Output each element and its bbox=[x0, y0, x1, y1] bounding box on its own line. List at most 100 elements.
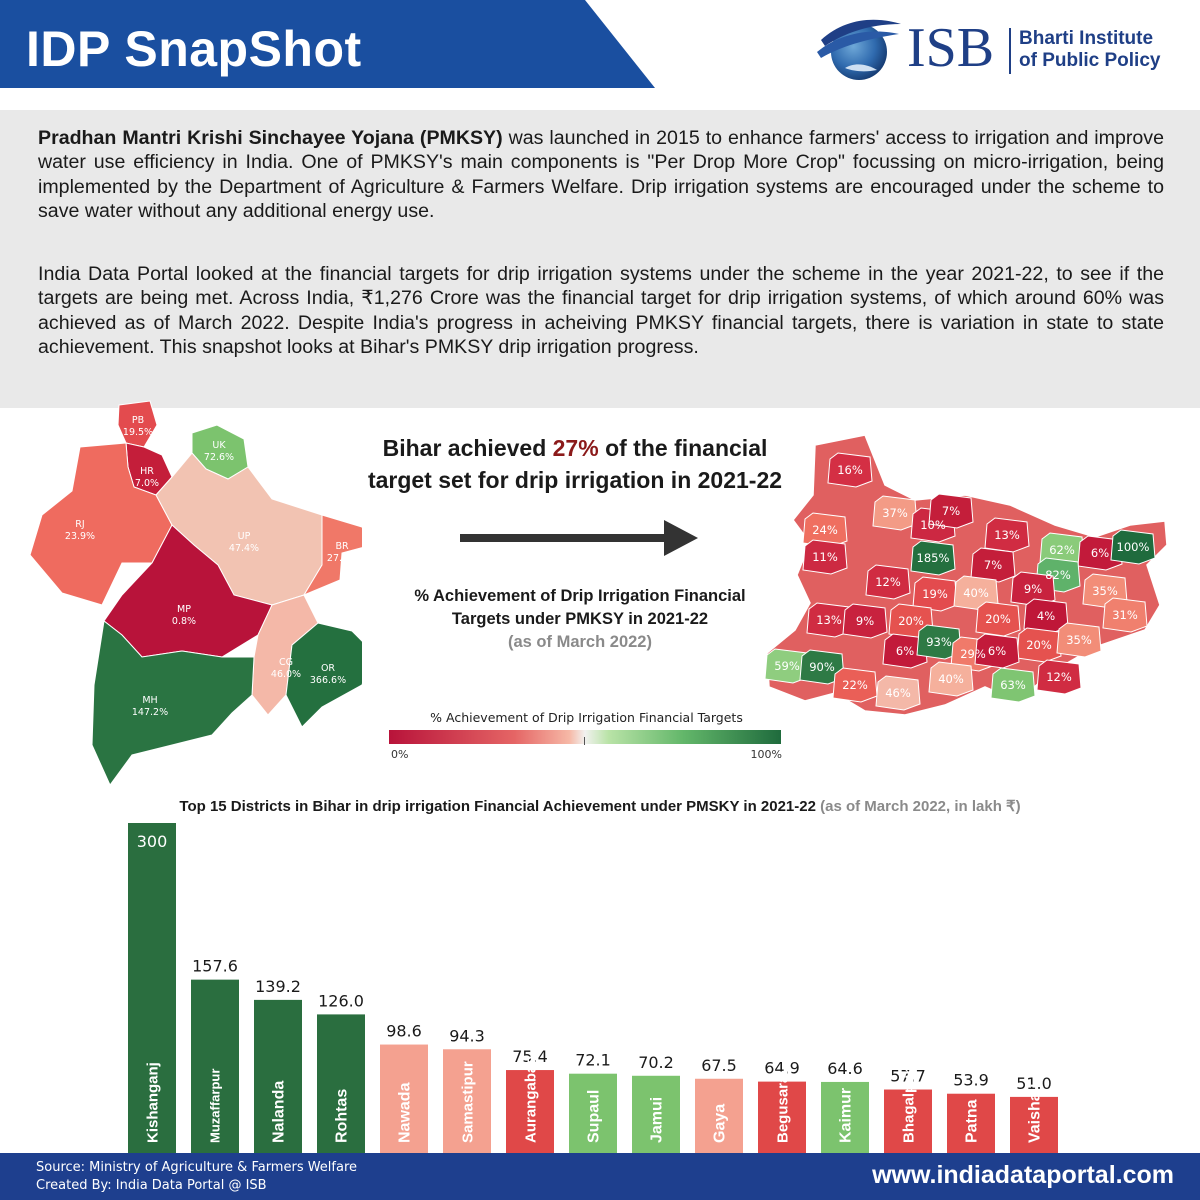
district-value-label: 93% bbox=[926, 635, 952, 649]
district-value-label: 40% bbox=[963, 586, 989, 600]
bar-category-label: Aurangabad bbox=[522, 1055, 539, 1143]
district-value-label: 59% bbox=[774, 659, 800, 673]
state-value-label: 0.8% bbox=[172, 616, 196, 627]
legend-mid-tick bbox=[584, 737, 585, 745]
state-value-label: 47.4% bbox=[229, 543, 259, 554]
bar-aurangabad bbox=[506, 1070, 554, 1153]
district-value-label: 22% bbox=[842, 678, 868, 692]
district-region bbox=[1056, 622, 1102, 658]
bar-value-label: 67.5 bbox=[701, 1056, 737, 1075]
intro-paragraph-2: India Data Portal looked at the financia… bbox=[38, 263, 1164, 359]
bar-category-label: Nawada bbox=[397, 1082, 414, 1143]
intro-panel: Pradhan Mantri Krishi Sinchayee Yojana (… bbox=[0, 110, 1200, 408]
header-banner bbox=[0, 0, 655, 88]
district-value-label: 9% bbox=[1024, 582, 1042, 596]
source-text: Source: Ministry of Agriculture & Farmer… bbox=[36, 1160, 358, 1175]
legend-title: % Achievement of Drip Irrigation Financi… bbox=[430, 710, 743, 725]
chart-title: Top 15 Districts in Bihar in drip irriga… bbox=[0, 797, 1200, 815]
bar-category-label: Supaul bbox=[586, 1090, 603, 1143]
district-value-label: 12% bbox=[1046, 670, 1072, 684]
state-code-label: UP bbox=[238, 531, 251, 542]
isb-globe-icon bbox=[817, 19, 901, 80]
state-mh bbox=[91, 620, 255, 785]
bar-value-label: 139.2 bbox=[255, 977, 301, 996]
website-link[interactable]: www.indiadataportal.com bbox=[872, 1161, 1174, 1189]
bar-category-label: Begusarai bbox=[774, 1070, 791, 1143]
state-or bbox=[285, 622, 362, 728]
district-value-label: 185% bbox=[917, 551, 950, 565]
bar-category-label: Nalanda bbox=[271, 1081, 288, 1143]
bar-gaya bbox=[695, 1078, 743, 1153]
district-value-label: 6% bbox=[896, 644, 914, 658]
page-title: IDP SnapShot bbox=[26, 21, 362, 77]
district-region bbox=[802, 512, 848, 548]
created-by-text: Created By: India Data Portal @ ISB bbox=[36, 1178, 267, 1193]
district-region bbox=[910, 540, 956, 576]
district-region bbox=[928, 661, 974, 697]
state-value-label: 147.2% bbox=[132, 707, 168, 718]
intro-paragraph-1-text: was launched in 2015 to enhance farmers'… bbox=[38, 127, 1164, 223]
district-value-label: 40% bbox=[938, 672, 964, 686]
scheme-name: Pradhan Mantri Krishi Sinchayee Yojana (… bbox=[38, 127, 503, 149]
logo-subtitle-line2: of Public Policy bbox=[1019, 50, 1161, 71]
right-arrow-icon bbox=[460, 520, 698, 556]
map-caption-line2: Targets under PMKSY in 2021-22 bbox=[451, 610, 709, 628]
district-value-label: 35% bbox=[1092, 584, 1118, 598]
state-code-label: UK bbox=[212, 440, 226, 451]
logo-subtitle: Bharti Institute of Public Policy bbox=[1019, 28, 1160, 72]
bar-begusarai bbox=[758, 1081, 806, 1153]
bar-category-label: Bhagalpur bbox=[900, 1069, 917, 1143]
state-value-label: 7.0% bbox=[135, 478, 159, 489]
district-value-label: 4% bbox=[1037, 609, 1055, 623]
district-region bbox=[865, 564, 911, 600]
map-caption-sub: (as of March 2022) bbox=[508, 633, 652, 651]
footer: Source: Ministry of Agriculture & Farmer… bbox=[0, 1153, 1200, 1200]
district-region bbox=[928, 493, 974, 529]
title-banner-shape bbox=[0, 0, 655, 88]
state-code-label: PB bbox=[132, 415, 144, 426]
district-region bbox=[1010, 571, 1056, 607]
district-value-label: 63% bbox=[1000, 678, 1026, 692]
state-code-label: BR bbox=[335, 541, 349, 552]
district-region bbox=[1102, 597, 1148, 633]
bar-muzaffarpur bbox=[191, 979, 239, 1153]
bar-rohtas bbox=[317, 1014, 365, 1153]
bar-category-label: Patna bbox=[964, 1099, 981, 1143]
bihar-districts-map: 16%37%10%7%13%24%185%62% 6% 100%11%7%82%9%… bbox=[764, 434, 1168, 716]
isb-logo: ISB Bharti Institute of Public Policy bbox=[815, 10, 1185, 82]
district-region bbox=[827, 452, 873, 488]
bar-vaishali bbox=[1010, 1096, 1058, 1153]
district-value-label: 31% bbox=[1112, 608, 1138, 622]
headline-line1: Bihar achieved 27% of the financial bbox=[340, 432, 810, 464]
map-caption: % Achievement of Drip Irrigation Financi… bbox=[370, 585, 790, 654]
headline-text-post: of the financial bbox=[598, 435, 768, 461]
district-value-label: 90% bbox=[809, 660, 835, 674]
district-region bbox=[1036, 659, 1082, 695]
logo-separator bbox=[1009, 28, 1011, 74]
district-value-label: 6% bbox=[1091, 546, 1109, 560]
district-value-label: 82% bbox=[1045, 568, 1071, 582]
isb-wordmark: ISB bbox=[907, 17, 995, 79]
bar-category-label: Samastipur bbox=[459, 1061, 476, 1143]
district-value-label: 13% bbox=[994, 528, 1020, 542]
state-value-label: 27.0% bbox=[327, 553, 357, 564]
bar-value-label: 57.7 bbox=[890, 1067, 926, 1086]
district-value-label: 37% bbox=[882, 506, 908, 520]
map-caption-line1: % Achievement of Drip Irrigation Financi… bbox=[414, 587, 746, 605]
bar-nalanda bbox=[254, 999, 302, 1153]
state-cg bbox=[251, 594, 319, 716]
headline-line2: target set for drip irrigation in 2021-2… bbox=[367, 467, 783, 493]
district-region bbox=[882, 633, 928, 669]
bar-value-label: 94.3 bbox=[449, 1026, 485, 1045]
bar-jamui bbox=[632, 1075, 680, 1153]
bar-supaul bbox=[569, 1073, 617, 1153]
state-value-label: 46.0% bbox=[271, 669, 301, 680]
chart-title-main: Top 15 Districts in Bihar in drip irriga… bbox=[179, 798, 816, 815]
state-rj bbox=[29, 442, 173, 606]
district-value-label: 62% bbox=[1049, 543, 1075, 557]
color-legend: % Achievement of Drip Irrigation Financi… bbox=[389, 710, 784, 761]
bar-category-label: Rohtas bbox=[334, 1089, 351, 1143]
district-value-label: 100% bbox=[1117, 540, 1150, 554]
district-region bbox=[875, 675, 921, 711]
